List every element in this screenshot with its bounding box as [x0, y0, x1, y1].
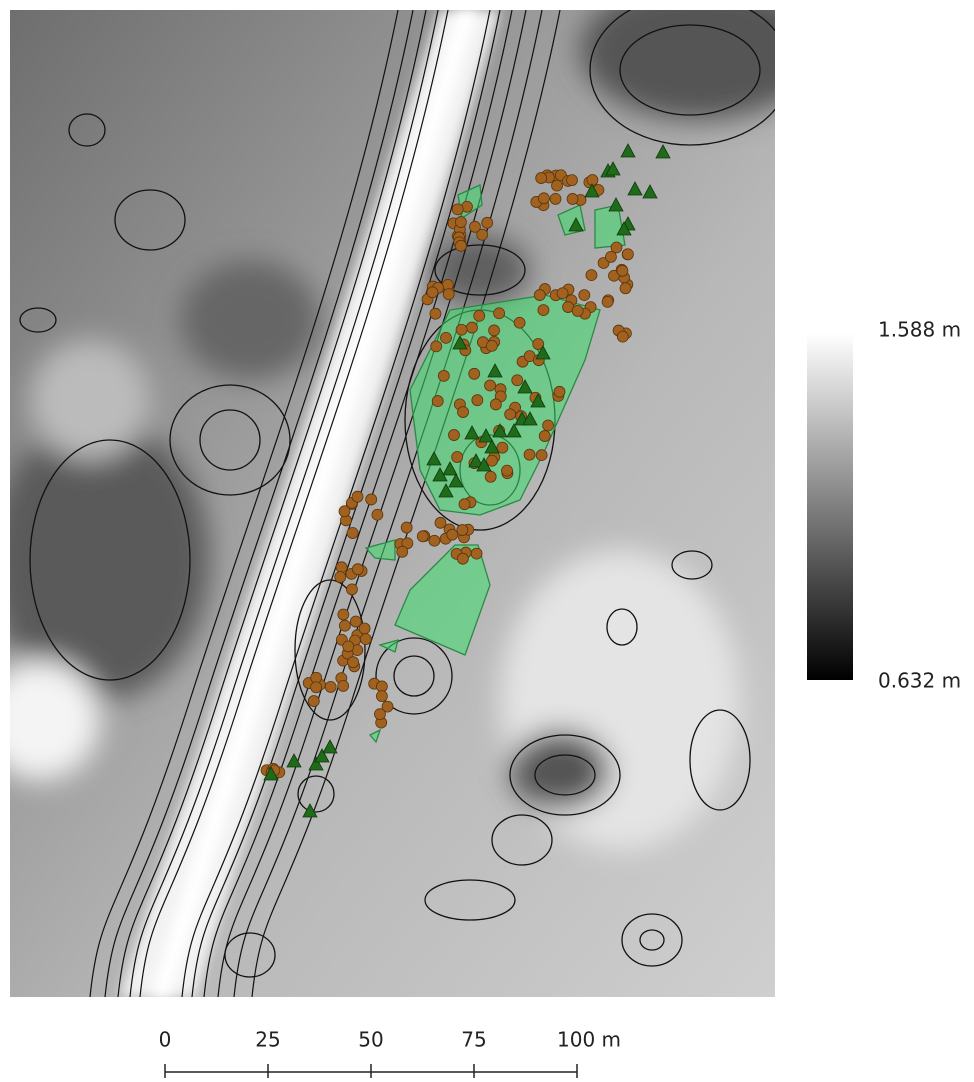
scale-label: 0 — [159, 1028, 172, 1052]
point-circle — [457, 553, 468, 564]
point-circle — [490, 399, 501, 410]
page: 1.588 m 0.632 m 0255075100 m (() => { co… — [0, 0, 974, 1078]
point-circle — [443, 289, 454, 300]
colorbar-max-label: 1.588 m — [878, 318, 961, 342]
point-circle — [587, 174, 598, 185]
point-circle — [360, 634, 371, 645]
point-circle — [458, 407, 469, 418]
point-circle — [452, 452, 463, 463]
point-circle — [586, 270, 597, 281]
point-circle — [430, 308, 441, 319]
point-circle — [417, 531, 428, 542]
point-circle — [471, 548, 482, 559]
point-circle — [311, 682, 322, 693]
point-circle — [308, 696, 319, 707]
point-circle — [352, 491, 363, 502]
point-circle — [346, 584, 357, 595]
point-circle — [339, 620, 350, 631]
point-circle — [466, 322, 477, 333]
point-circle — [469, 221, 480, 232]
point-circle — [514, 317, 525, 328]
point-circle — [602, 296, 613, 307]
point-circle — [622, 249, 633, 260]
point-circle — [485, 471, 496, 482]
point-circle — [536, 173, 547, 184]
scale-bar: 0 25 50 75 100 m — [159, 1028, 621, 1079]
scale-label: 100 m — [557, 1028, 621, 1052]
point-circle — [348, 657, 359, 668]
point-circle — [432, 396, 443, 407]
colorbar — [807, 333, 853, 680]
point-circle — [438, 370, 449, 381]
point-circle — [552, 180, 563, 191]
point-circle — [486, 340, 497, 351]
point-circle — [427, 287, 438, 298]
point-circle — [572, 305, 583, 316]
point-circle — [482, 217, 493, 228]
point-circle — [335, 572, 346, 583]
point-circle — [338, 680, 349, 691]
scale-label: 25 — [255, 1028, 280, 1052]
point-circle — [494, 308, 505, 319]
point-circle — [538, 305, 549, 316]
point-circle — [352, 564, 363, 575]
point-circle — [338, 609, 349, 620]
point-circle — [469, 368, 480, 379]
point-circle — [435, 517, 446, 528]
point-circle — [457, 525, 468, 536]
point-circle — [489, 325, 500, 336]
scale-label: 50 — [358, 1028, 383, 1052]
point-circle — [448, 430, 459, 441]
point-circle — [543, 420, 554, 431]
point-circle — [366, 494, 377, 505]
point-circle — [429, 535, 440, 546]
point-circle — [554, 386, 565, 397]
point-circle — [605, 251, 616, 262]
point-circle — [579, 290, 590, 301]
point-circle — [505, 409, 516, 420]
point-circle — [431, 341, 442, 352]
point-circle — [455, 217, 466, 228]
point-circle — [343, 641, 354, 652]
point-circle — [374, 709, 385, 720]
point-circle — [550, 193, 561, 204]
point-circle — [347, 528, 358, 539]
point-circle — [487, 455, 498, 466]
point-circle — [447, 529, 458, 540]
point-circle — [567, 193, 578, 204]
point-circle — [474, 310, 485, 321]
point-circle — [372, 509, 383, 520]
point-circle — [401, 522, 412, 533]
point-circle — [512, 375, 523, 386]
point-circle — [440, 332, 451, 343]
point-circle — [485, 380, 496, 391]
point-circle — [617, 265, 628, 276]
point-circle — [336, 562, 347, 573]
point-circle — [452, 204, 463, 215]
point-circle — [459, 499, 470, 510]
point-circle — [538, 193, 549, 204]
point-circle — [456, 324, 467, 335]
point-circle — [350, 616, 361, 627]
point-circle — [539, 431, 550, 442]
point-circle — [524, 449, 535, 460]
point-circle — [536, 450, 547, 461]
point-circle — [325, 681, 336, 692]
scale-label: 75 — [461, 1028, 486, 1052]
map-area — [0, 0, 820, 997]
point-circle — [455, 240, 466, 251]
point-circle — [397, 546, 408, 557]
point-circle — [557, 288, 568, 299]
point-circle — [534, 290, 545, 301]
colorbar-min-label: 0.632 m — [878, 669, 961, 693]
point-circle — [376, 691, 387, 702]
point-circle — [472, 395, 483, 406]
map-figure: 1.588 m 0.632 m 0 25 50 75 100 m — [0, 0, 974, 1078]
point-circle — [502, 465, 513, 476]
point-circle — [567, 175, 578, 186]
point-circle — [617, 331, 628, 342]
point-circle — [620, 283, 631, 294]
